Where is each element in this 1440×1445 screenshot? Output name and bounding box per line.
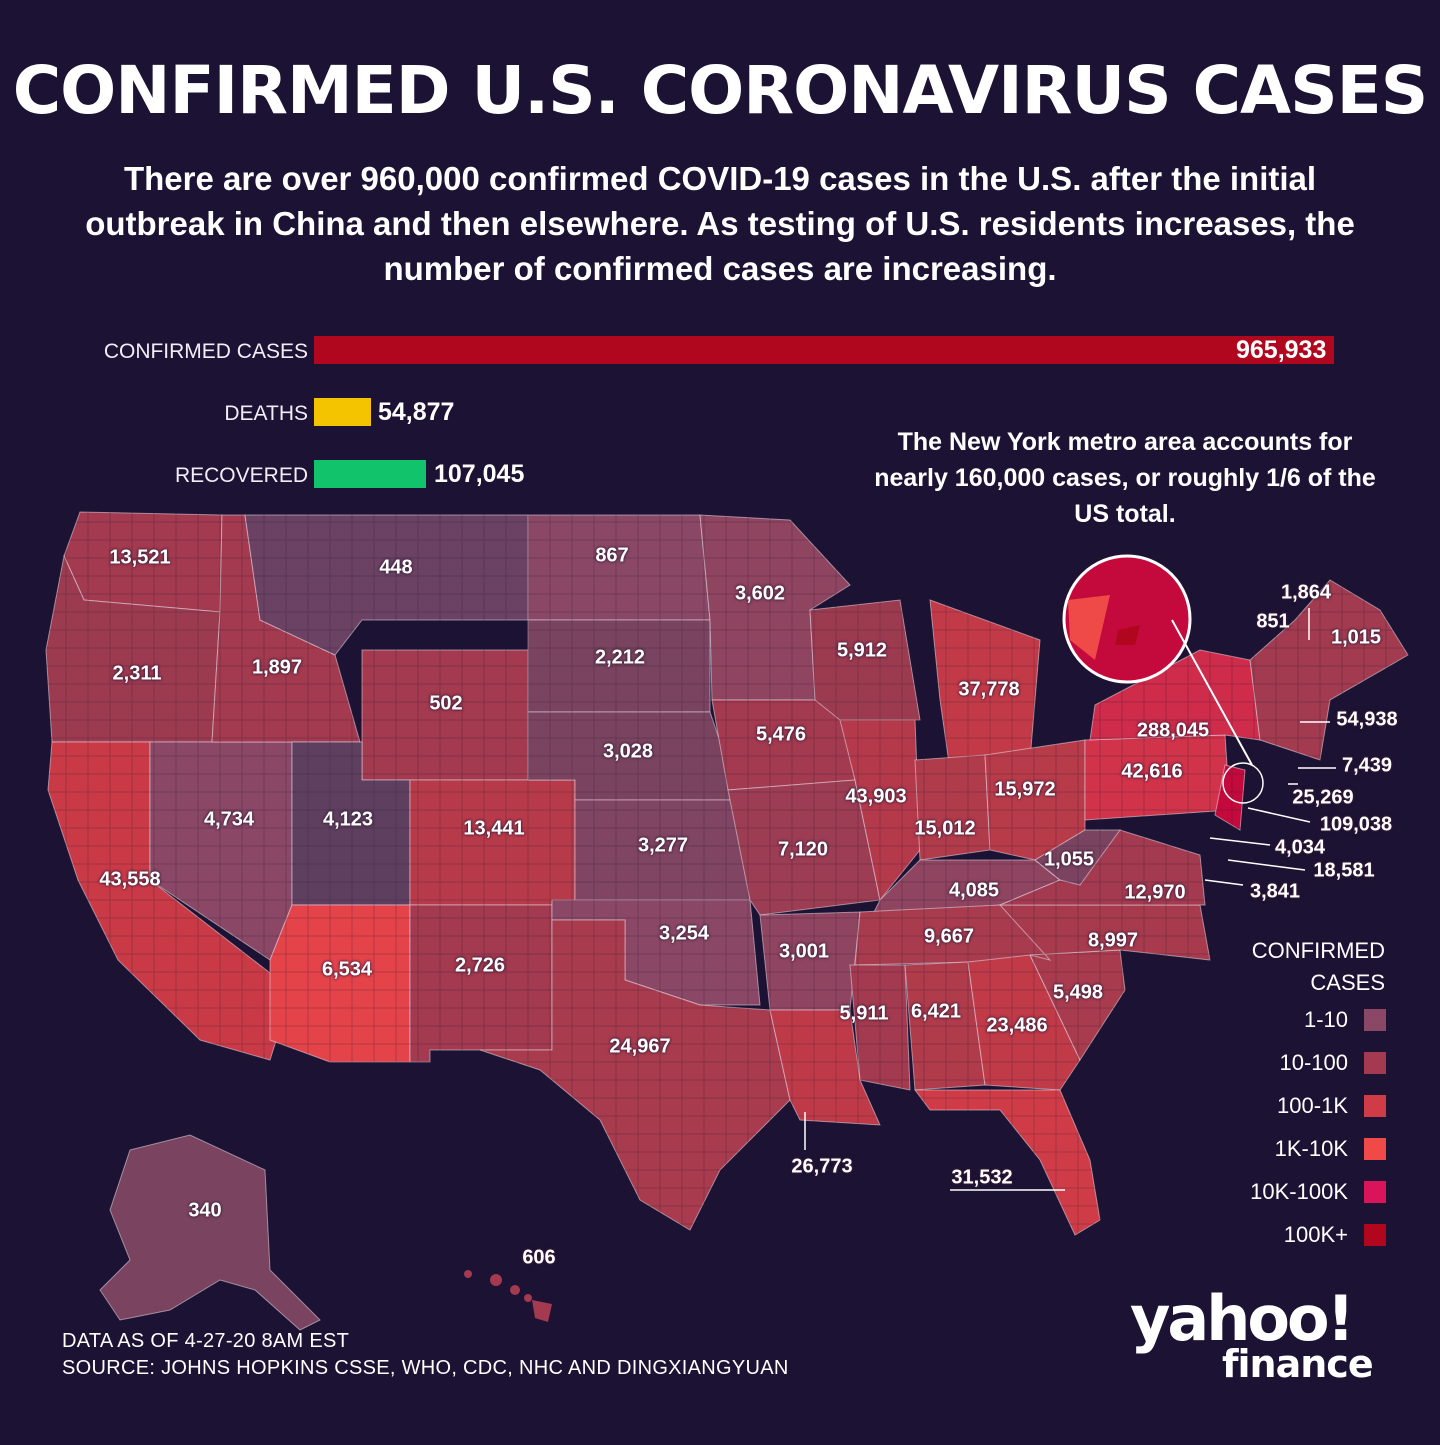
recovered-value: 107,045: [434, 460, 525, 488]
label-ma: 54,938: [1336, 708, 1398, 731]
county-grid: [40, 505, 1420, 1245]
leader-lines: [804, 608, 1336, 1191]
label-dc: 3,841: [1249, 880, 1301, 903]
label-ia: 5,476: [755, 723, 807, 746]
label-ut: 4,123: [322, 808, 374, 831]
deaths-bar: [314, 398, 371, 426]
label-wi: 5,912: [836, 639, 888, 662]
legend-swatch: [1364, 1224, 1386, 1246]
label-il: 43,903: [845, 785, 907, 808]
recovered-bar: [314, 460, 426, 488]
label-de: 4,034: [1274, 836, 1326, 859]
label-ga: 23,486: [986, 1014, 1048, 1037]
label-wv: 1,055: [1043, 848, 1095, 871]
deaths-label: DEATHS: [224, 402, 308, 425]
legend-title: CONFIRMED CASES: [1251, 938, 1385, 995]
label-me-top: 1,864: [1280, 581, 1332, 604]
label-fl: 31,532: [951, 1166, 1013, 1189]
legend-item: 10-100: [1220, 1050, 1386, 1076]
label-va: 12,970: [1124, 881, 1186, 904]
label-sc: 5,498: [1052, 981, 1104, 1004]
label-vt: 851: [1256, 610, 1290, 633]
legend-item: 100K+: [1220, 1222, 1386, 1248]
label-oh: 15,972: [994, 778, 1056, 801]
confirmed-value: 965,933: [1236, 336, 1327, 364]
label-ca: 43,558: [99, 868, 161, 891]
confirmed-bar: [314, 336, 1334, 364]
label-ks: 3,277: [637, 834, 689, 857]
label-nd: 867: [595, 544, 629, 567]
label-co: 13,441: [463, 817, 525, 840]
legend-item-label: 100-1K: [1277, 1093, 1348, 1118]
label-tx: 24,967: [609, 1035, 671, 1058]
label-al: 6,421: [910, 1000, 962, 1023]
legend-item: 100-1K: [1220, 1093, 1386, 1119]
label-nv: 4,734: [203, 808, 255, 831]
legend-swatch: [1364, 1009, 1386, 1031]
label-ms: 5,911: [839, 1002, 889, 1025]
label-or: 2,311: [112, 662, 162, 685]
label-ok: 3,254: [658, 922, 710, 945]
confirmed-label: CONFIRMED CASES: [103, 340, 308, 363]
label-mn: 3,602: [734, 582, 786, 605]
label-la: 26,773: [791, 1155, 853, 1178]
source-note: SOURCE: JOHNS HOPKINS CSSE, WHO, CDC, NH…: [62, 1357, 789, 1379]
label-wy: 502: [429, 692, 463, 715]
legend-item: 10K-100K: [1220, 1179, 1386, 1205]
label-mo: 7,120: [777, 838, 829, 861]
label-nj: 109,038: [1319, 813, 1393, 836]
state-ak: [99, 1134, 321, 1331]
label-ar: 3,001: [778, 940, 830, 963]
label-ak: 340: [188, 1199, 222, 1222]
data-date: DATA AS OF 4-27-20 8AM EST: [62, 1330, 350, 1352]
legend-item: 1K-10K: [1220, 1136, 1386, 1162]
legend-item-label: 100K+: [1283, 1222, 1348, 1247]
label-id: 1,897: [251, 656, 303, 679]
label-sd: 2,212: [594, 646, 646, 669]
label-ri: 7,439: [1341, 754, 1393, 777]
label-ct: 25,269: [1292, 786, 1354, 809]
label-tn: 9,667: [923, 925, 975, 948]
legend-item-label: 1-10: [1303, 1007, 1348, 1032]
label-me: 1,015: [1330, 626, 1382, 649]
label-ky: 4,085: [948, 879, 1000, 902]
label-ne: 3,028: [602, 740, 654, 763]
state-hi: [464, 1270, 552, 1322]
legend-swatch: [1364, 1181, 1386, 1203]
ny-inset: [1062, 554, 1264, 804]
legend-item-label: 1K-10K: [1274, 1136, 1348, 1161]
legend-item: 1-10: [1220, 1007, 1386, 1033]
legend-swatch: [1364, 1052, 1386, 1074]
label-mt: 448: [379, 556, 413, 579]
legend-swatch: [1364, 1095, 1386, 1117]
ny-annotation: The New York metro area accounts for nea…: [874, 428, 1376, 528]
finance-logo: finance: [1222, 1342, 1374, 1386]
yahoo-logo: yahoo!: [1130, 1282, 1355, 1355]
label-mi: 37,778: [958, 678, 1020, 701]
label-az: 6,534: [321, 958, 373, 981]
label-nm: 2,726: [454, 954, 506, 977]
label-ny: 288,045: [1136, 719, 1210, 742]
label-md: 18,581: [1313, 859, 1375, 882]
label-pa: 42,616: [1121, 760, 1183, 783]
label-in: 15,012: [914, 817, 976, 840]
legend-item-label: 10K-100K: [1250, 1179, 1348, 1204]
label-wa: 13,521: [109, 546, 171, 569]
legend-item-label: 10-100: [1279, 1050, 1348, 1075]
deaths-value: 54,877: [378, 398, 455, 426]
label-hi: 606: [522, 1246, 556, 1269]
legend-swatch: [1364, 1138, 1386, 1160]
page-title: CONFIRMED U.S. CORONAVIRUS CASES: [12, 52, 1429, 129]
recovered-label: RECOVERED: [174, 464, 308, 487]
label-nc: 8,997: [1087, 929, 1139, 952]
page-subtitle: There are over 960,000 confirmed COVID-1…: [85, 160, 1355, 287]
